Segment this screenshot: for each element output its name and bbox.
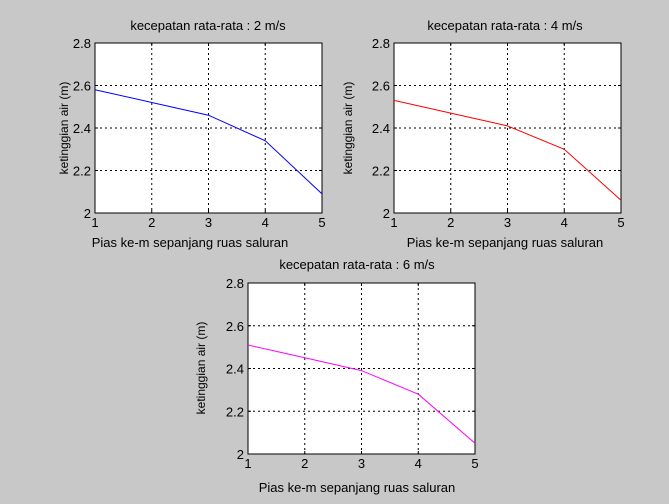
x-tick-label: 2 [148,215,155,230]
x-tick-label: 3 [504,215,511,230]
y-tick-label: 2 [237,447,244,462]
x-axis-label: Pias ke-m sepanjang ruas saluran [407,235,604,250]
tick-labels: 1 2 3 4 522.22.42.62.8 [73,36,326,230]
y-axis-label: ketinggian air (m) [341,82,355,175]
subplot-3: 1 2 3 4 522.22.42.62.8 kecepatan rata-rata :… [194,257,479,495]
x-tick-label: 5 [617,215,624,230]
x-tick-label: 2 [447,215,454,230]
chart-title: kecepatan rata-rata : 6 m/s [279,257,435,272]
x-tick-label: 2 [301,456,308,471]
grid-lines [394,43,621,213]
series-line [393,99,622,201]
chart-title: kecepatan rata-rata : 2 m/s [130,18,286,33]
grid-lines [95,43,322,213]
y-tick-label: 2.2 [372,164,390,179]
y-axis-label: ketinggian air (m) [57,82,71,175]
subplot-2: 1 2 3 4 522.22.42.62.8 kecepatan rata-rata :… [341,18,625,250]
x-tick-label: 4 [415,456,422,471]
chart-title: kecepatan rata-rata : 4 m/s [427,18,583,33]
y-tick-label: 2.4 [372,121,390,136]
y-tick-label: 2 [383,206,390,221]
y-tick-label: 2.6 [372,79,390,94]
x-tick-label: 4 [561,215,568,230]
series-line [94,89,323,195]
tick-labels: 1 2 3 4 522.22.42.62.8 [226,276,479,471]
y-tick-label: 2.8 [226,276,244,291]
x-tick-label: 3 [205,215,212,230]
y-tick-label: 2.6 [73,79,91,94]
ticks [94,42,323,214]
x-tick-label: 5 [318,215,325,230]
x-tick-label: 1 [390,215,397,230]
series-line [247,344,476,444]
x-axis-label: Pias ke-m sepanjang ruas saluran [259,480,456,495]
x-tick-label: 1 [91,215,98,230]
y-tick-label: 2.2 [73,164,91,179]
y-tick-label: 2.4 [73,121,91,136]
x-axis-label: Pias ke-m sepanjang ruas saluran [92,235,289,250]
ticks [393,42,622,214]
x-tick-label: 3 [358,456,365,471]
y-axis-label: ketinggian air (m) [194,322,208,415]
x-tick-label: 5 [471,456,478,471]
tick-labels: 1 2 3 4 522.22.42.62.8 [372,36,625,230]
x-tick-label: 4 [262,215,269,230]
y-tick-label: 2.8 [372,36,390,51]
y-tick-label: 2.6 [226,319,244,334]
x-tick-label: 1 [244,456,251,471]
ticks [247,282,476,455]
y-tick-label: 2.8 [73,36,91,51]
grid-lines [248,283,475,454]
y-tick-label: 2.2 [226,404,244,419]
y-tick-label: 2.4 [226,362,244,377]
y-tick-label: 2 [84,206,91,221]
subplot-1: 1 2 3 4 522.22.42.62.8 kecepatan rata-rata :… [57,18,326,250]
